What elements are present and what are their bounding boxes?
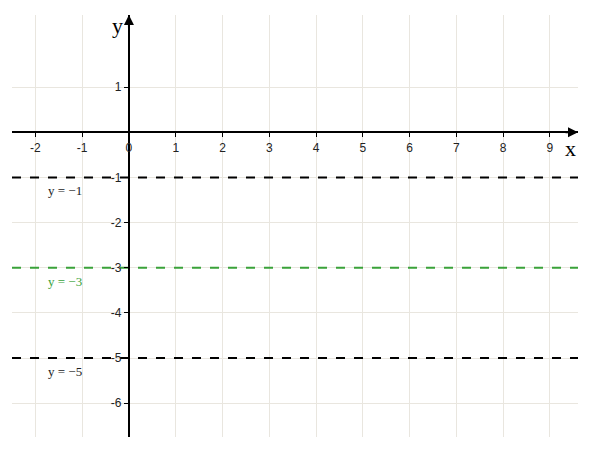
svg-text:-4: -4 [111, 306, 122, 320]
svg-text:-2: -2 [111, 216, 122, 230]
svg-text:-1: -1 [111, 171, 122, 185]
svg-text:-3: -3 [111, 261, 122, 275]
svg-text:3: 3 [266, 141, 273, 155]
svg-text:1: 1 [172, 141, 179, 155]
svg-text:1: 1 [115, 80, 122, 94]
svg-text:x: x [565, 136, 576, 161]
svg-text:-1: -1 [77, 141, 88, 155]
svg-text:y = −3: y = −3 [48, 274, 82, 289]
svg-text:y = −5: y = −5 [48, 364, 82, 379]
svg-text:-5: -5 [111, 351, 122, 365]
svg-text:9: 9 [547, 141, 554, 155]
svg-text:2: 2 [219, 141, 226, 155]
svg-text:-6: -6 [111, 396, 122, 410]
svg-text:5: 5 [359, 141, 366, 155]
svg-text:y = −1: y = −1 [48, 183, 82, 198]
svg-text:0: 0 [126, 141, 133, 155]
svg-text:y: y [112, 13, 123, 38]
svg-text:6: 6 [406, 141, 413, 155]
svg-text:7: 7 [453, 141, 460, 155]
svg-text:-2: -2 [30, 141, 41, 155]
svg-text:8: 8 [500, 141, 507, 155]
svg-text:4: 4 [313, 141, 320, 155]
